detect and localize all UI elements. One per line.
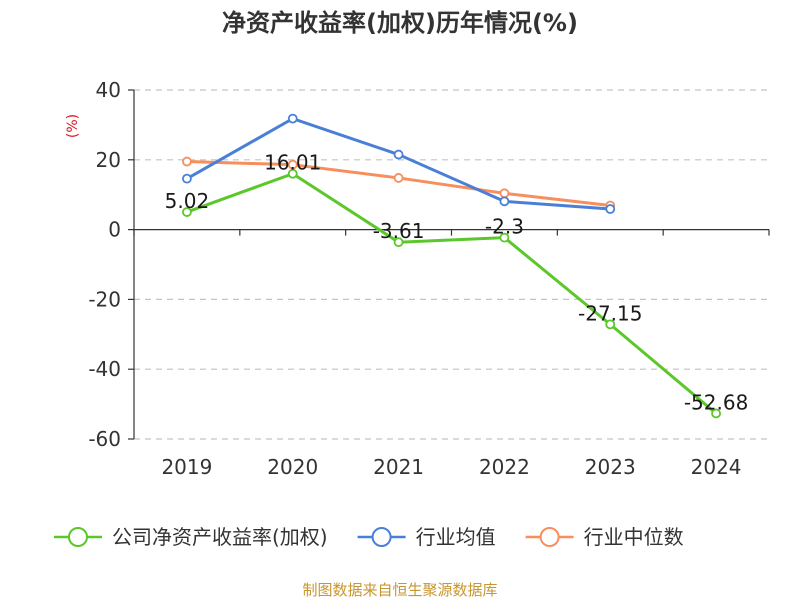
y-tick-label: 20: [96, 148, 121, 172]
data-point[interactable]: [287, 113, 298, 124]
data-point[interactable]: [182, 156, 192, 167]
data-label: -2.3: [485, 215, 524, 239]
data-point[interactable]: [499, 196, 510, 207]
series-line-2: [186, 160, 611, 208]
source-note: 制图数据来自恒生聚源数据库: [302, 581, 497, 599]
legend-item-0[interactable]: 公司净资产收益率(加权): [54, 525, 328, 549]
x-tick-label: 2020: [267, 455, 318, 479]
data-label: -52.68: [684, 390, 748, 414]
x-tick-label: 2023: [585, 455, 636, 479]
series-lines: [182, 113, 721, 419]
data-labels: 5.02 16.01 -3.61 -2.3 -27.15 -52.68: [165, 151, 749, 415]
axes: 2019 2020 2021 2022 2023 2024: [133, 90, 770, 479]
data-label: 16.01: [264, 151, 321, 175]
x-tick-label: 2024: [691, 455, 742, 479]
data-point[interactable]: [605, 204, 616, 214]
legend-item-1[interactable]: 行业均值: [357, 525, 496, 549]
y-axis-unit-label: (%): [65, 114, 81, 138]
data-point[interactable]: [393, 173, 404, 183]
x-tick-label: 2019: [161, 455, 212, 479]
gridlines: 40 20 0 -20 -40 -60: [88, 78, 769, 451]
data-point[interactable]: [499, 188, 510, 199]
x-tick-label: 2022: [479, 455, 530, 479]
y-tick-label: 40: [96, 78, 121, 102]
y-tick-label: -60: [88, 427, 121, 451]
legend-swatch-marker: [539, 527, 560, 547]
data-point[interactable]: [287, 159, 298, 170]
legend-label: 公司净资产收益率(加权): [112, 525, 328, 549]
data-label: 5.02: [165, 189, 210, 213]
series-line-0: [186, 172, 718, 415]
legend-item-2[interactable]: 行业中位数: [525, 525, 684, 549]
data-point[interactable]: [605, 319, 616, 330]
data-label: -27.15: [578, 301, 642, 325]
data-point[interactable]: [182, 207, 192, 217]
chart-title: 净资产收益率(加权)历年情况(%): [222, 9, 578, 37]
legend-label: 行业均值: [416, 525, 496, 549]
data-point[interactable]: [287, 168, 298, 179]
data-point[interactable]: [393, 237, 404, 248]
y-tick-label: -40: [88, 357, 121, 381]
data-point[interactable]: [182, 173, 192, 184]
y-tick-label: 0: [108, 218, 121, 242]
legend[interactable]: 公司净资产收益率(加权) 行业均值 行业中位数: [54, 525, 684, 549]
data-point[interactable]: [393, 149, 404, 160]
data-point[interactable]: [711, 408, 721, 419]
x-tick-label: 2021: [373, 455, 424, 479]
data-point[interactable]: [499, 232, 510, 243]
y-tick-label: -20: [88, 287, 121, 311]
legend-swatch-marker: [68, 527, 88, 547]
legend-swatch-marker: [371, 527, 392, 547]
legend-label: 行业中位数: [584, 525, 684, 549]
data-label: -3.61: [373, 219, 425, 243]
